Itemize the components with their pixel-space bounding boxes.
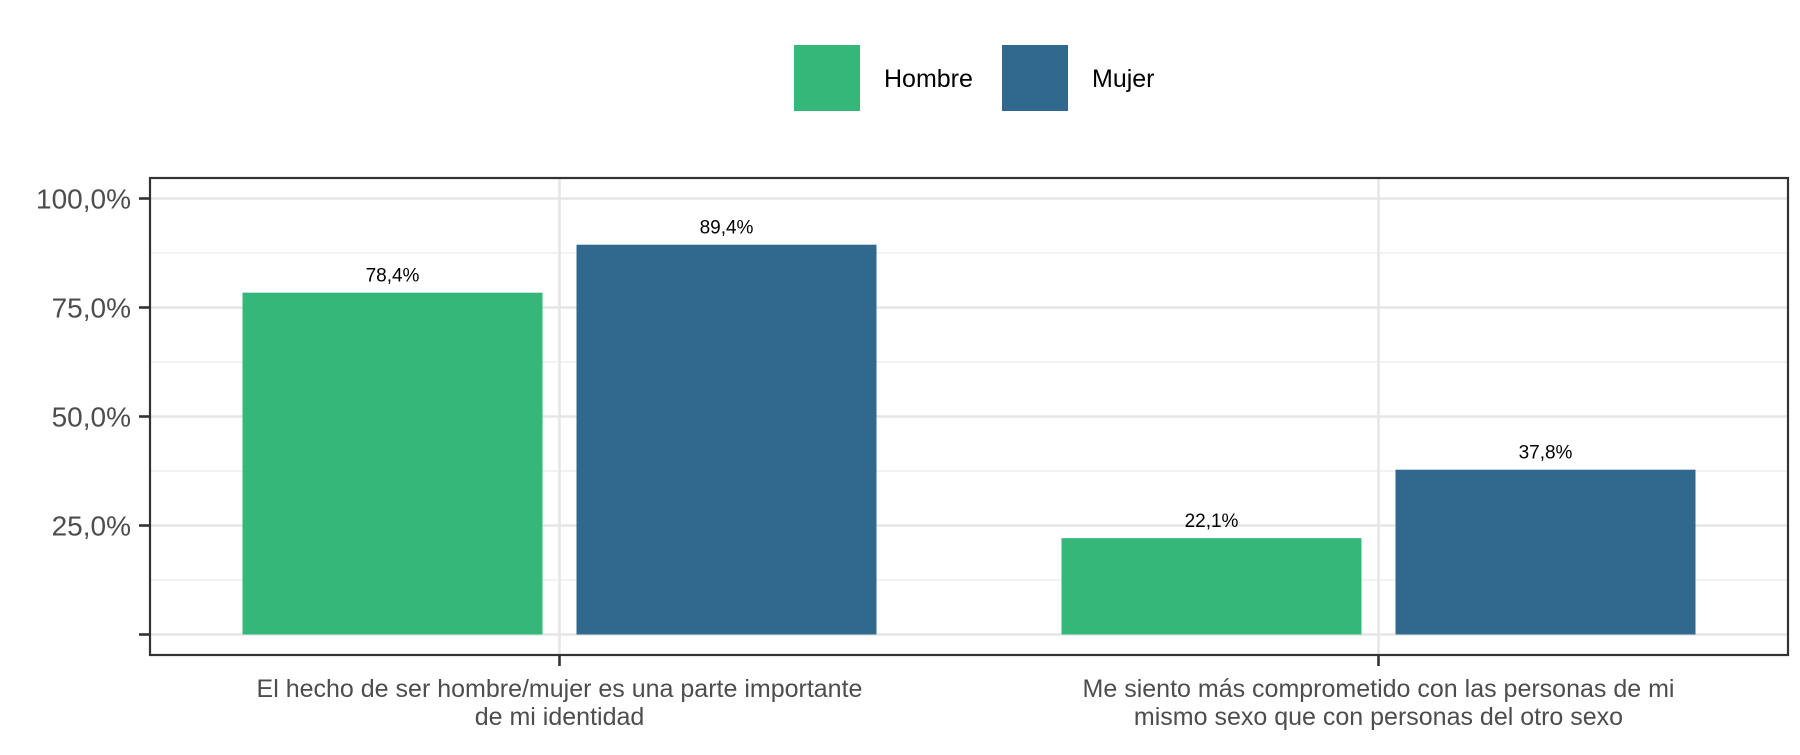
x-tick-label: El hecho de ser hombre/mujer es una part… <box>257 675 863 703</box>
bar-mujer-2 <box>1395 469 1696 635</box>
data-label: 78,4% <box>366 266 420 287</box>
x-tick-label: mismo sexo que con personas del otro sex… <box>1134 703 1623 731</box>
y-tick-label: 100,0% <box>36 183 131 214</box>
data-label: 89,4% <box>700 218 754 239</box>
data-label: 22,1% <box>1185 511 1239 532</box>
y-tick-label: 25,0% <box>52 511 131 542</box>
x-tick-label: de mi identidad <box>475 703 645 731</box>
data-label: 37,8% <box>1519 443 1573 464</box>
legend-label-mujer: Mujer <box>1092 65 1155 93</box>
legend-key-mujer <box>1002 45 1068 111</box>
bar-hombre-2 <box>1061 538 1362 635</box>
bar-hombre-1 <box>242 292 543 635</box>
bar-mujer-1 <box>576 244 877 635</box>
x-tick-label: Me siento más comprometido con las perso… <box>1083 675 1675 703</box>
legend-label-hombre: Hombre <box>884 65 973 93</box>
y-tick-label: 75,0% <box>52 292 131 323</box>
y-tick-label: 50,0% <box>52 402 131 433</box>
legend-key-hombre <box>794 45 860 111</box>
